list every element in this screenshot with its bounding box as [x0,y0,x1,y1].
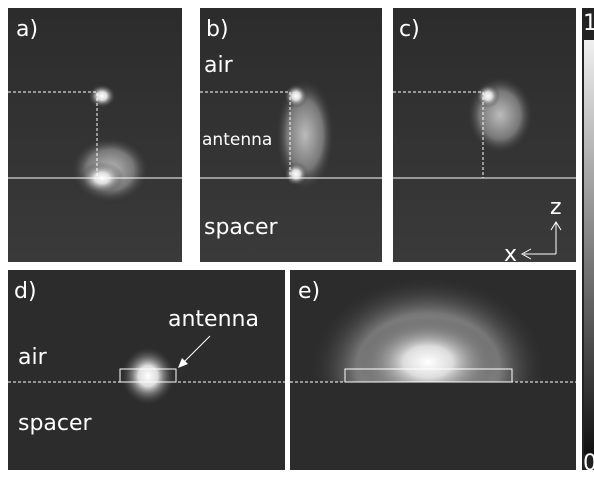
antenna-outline [8,91,98,178]
region-label: antenna [168,307,259,332]
panel-label: c) [399,17,420,42]
panel-d: d) antenna air spacer [8,270,285,470]
colorbar-min: 0 [583,451,594,476]
field-hotspot [476,84,500,108]
panel-c: c) z x [393,8,576,267]
colorbar: 1 0 [582,8,594,476]
panel-label: a) [16,17,38,42]
field-hotspot [284,84,308,108]
panel-label: e) [298,279,320,304]
field-glow [466,75,534,155]
region-label: spacer [204,215,279,240]
arrow-head [178,358,188,368]
panel-label: b) [206,17,229,42]
region-label: spacer [18,411,93,436]
region-label: air [18,345,48,370]
axis-label: z [550,195,562,220]
axis-arrows [520,221,562,260]
antenna-outline [393,91,484,178]
colorbar-gradient [584,40,594,454]
axis-label: x [504,242,517,267]
panel-e: e) [290,270,576,470]
region-label: air [204,53,234,78]
field-hotspot [284,162,308,186]
colorbar-max: 1 [583,11,594,36]
antenna-outline [200,91,291,178]
field-glow [120,346,176,406]
field-hotspot [88,84,116,108]
spacer-region [290,382,576,470]
panel-b: b) air antenna spacer [200,8,382,262]
antenna-outline [344,368,513,383]
panel-bg [8,8,182,262]
region-label: antenna [202,130,272,150]
panel-label: d) [14,279,37,304]
panel-a: a) [8,8,182,262]
